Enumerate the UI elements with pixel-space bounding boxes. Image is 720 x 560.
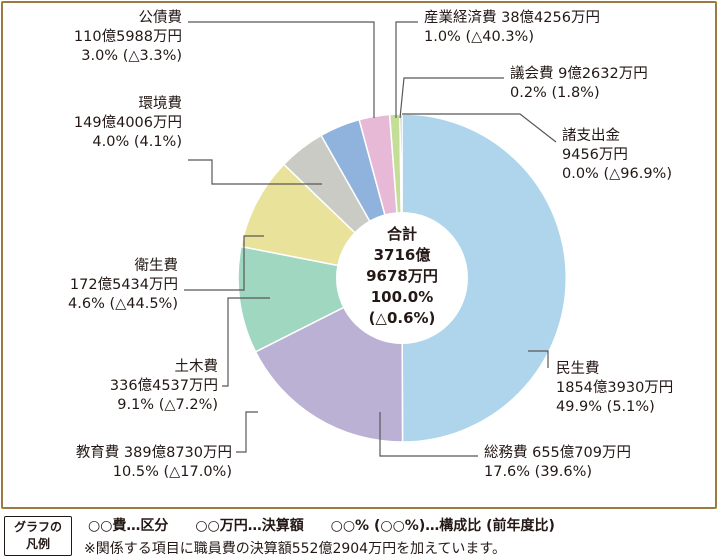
- leader-line-kankyo: [188, 159, 322, 185]
- leader-line-gikai: [399, 77, 504, 119]
- legend-item-ratio: ○○% (○○%)…構成比 (前年度比): [330, 518, 555, 534]
- label-minsei-amount: 1854億3930万円: [556, 379, 673, 396]
- label-shishutsu-name: 諸支出金: [562, 127, 620, 144]
- label-kankyo-name: 環境費: [139, 94, 183, 112]
- leader-line-doboku: [222, 297, 270, 387]
- legend-title-box: グラフの 凡例: [4, 516, 72, 556]
- label-minsei-share-change: 49.9% (5.1%): [556, 399, 655, 415]
- legend-item-category: ○○費…区分: [88, 518, 169, 534]
- legend-title-line2: 凡例: [25, 537, 50, 551]
- label-somu-share-change: 17.6% (39.6%): [484, 464, 592, 480]
- label-eisei-share-change: 4.6% (△44.5%): [68, 296, 178, 312]
- label-kosai-amount: 110億5988万円: [74, 28, 182, 45]
- legend: グラフの 凡例 ○○費…区分 ○○万円…決算額 ○○% (○○%)…構成比 (前…: [0, 512, 720, 560]
- leader-line-shishutsu: [402, 113, 557, 143]
- slice-minsei: [401, 113, 567, 443]
- label-shishutsu-amount: 9456万円: [562, 147, 628, 163]
- label-somu-name-amount: 総務費 655億709万円: [484, 444, 631, 461]
- label-eisei-amount: 172億5434万円: [70, 276, 178, 293]
- label-kankyo-amount: 149億4006万円: [74, 114, 182, 131]
- label-sangyo-share-change: 1.0% (△40.3%): [424, 29, 534, 45]
- label-kankyo-share-change: 4.0% (4.1%): [92, 134, 182, 150]
- legend-title-line1: グラフの: [13, 520, 62, 534]
- chart-frame: [1, 1, 717, 509]
- total-change: (△0.6%): [369, 309, 436, 327]
- label-shishutsu-share-change: 0.0% (△96.9%): [562, 166, 672, 182]
- label-kyoiku-name-amount: 教育費 389億8730万円: [76, 444, 232, 461]
- leader-line-somu: [379, 412, 478, 457]
- label-kyoiku-share-change: 10.5% (△17.0%): [113, 464, 232, 480]
- total-share: 100.0%: [371, 288, 433, 306]
- legend-items: ○○費…区分 ○○万円…決算額 ○○% (○○%)…構成比 (前年度比): [88, 515, 577, 535]
- leader-line-kosai: [188, 21, 375, 118]
- label-gikai-name-amount: 議会費 9億2632万円: [510, 64, 648, 82]
- label-doboku-share-change: 9.1% (△7.2%): [117, 397, 218, 413]
- leader-line-kyoiku: [236, 411, 258, 453]
- total-amount-line2: 9678万円: [366, 267, 438, 285]
- label-doboku-amount: 336億4537万円: [110, 377, 218, 394]
- leader-line-sangyo: [395, 21, 418, 118]
- label-gikai-share-change: 0.2% (1.8%): [510, 85, 600, 101]
- label-eisei-name: 衛生費: [135, 257, 179, 274]
- label-minsei-name: 民生費: [556, 360, 600, 377]
- label-kosai-share-change: 3.0% (△3.3%): [81, 48, 182, 64]
- legend-item-amount: ○○万円…決算額: [195, 518, 304, 534]
- label-kosai-name: 公債費: [139, 9, 183, 26]
- total-label: 合計: [386, 225, 417, 243]
- legend-note: ※関係する項目に職員費の決算額552億2904万円を加えています。: [84, 541, 506, 557]
- donut-hole: [336, 212, 468, 344]
- label-sangyo-name-amount: 産業経済費 38億4256万円: [424, 9, 600, 26]
- leader-line-eisei: [184, 235, 264, 291]
- total-amount-line1: 3716億: [374, 246, 431, 264]
- donut-chart: 民生費 1854億3930万円 49.9% (5.1%) 総務費 655億709万円 1…: [68, 9, 673, 480]
- label-doboku-name: 土木費: [175, 358, 219, 375]
- leader-line-minsei: [528, 350, 549, 368]
